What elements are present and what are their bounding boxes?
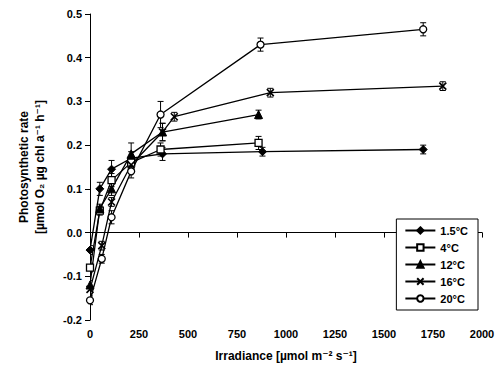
svg-text:500: 500	[179, 328, 197, 340]
svg-text:[µmol O₂ µg chl a⁻¹ h⁻¹]: [µmol O₂ µg chl a⁻¹ h⁻¹]	[33, 100, 47, 234]
svg-text:-0.1: -0.1	[63, 270, 82, 282]
svg-text:2000: 2000	[470, 328, 494, 340]
svg-text:4°C: 4°C	[440, 242, 459, 254]
svg-text:1.5°C: 1.5°C	[440, 225, 468, 237]
svg-text:Irradiance [µmol m⁻² s⁻¹]: Irradiance [µmol m⁻² s⁻¹]	[215, 349, 357, 363]
svg-text:16°C: 16°C	[440, 276, 465, 288]
svg-text:0: 0	[87, 328, 93, 340]
svg-text:0.5: 0.5	[67, 8, 82, 20]
svg-text:-0.2: -0.2	[63, 314, 82, 326]
svg-text:0.1: 0.1	[67, 183, 82, 195]
svg-text:750: 750	[228, 328, 246, 340]
svg-text:0.0: 0.0	[67, 227, 82, 239]
svg-text:0.3: 0.3	[67, 95, 82, 107]
svg-text:1000: 1000	[274, 328, 298, 340]
svg-text:1500: 1500	[372, 328, 396, 340]
svg-text:0.2: 0.2	[67, 139, 82, 151]
svg-text:20°C: 20°C	[440, 293, 465, 305]
svg-text:Photosynthetic rate: Photosynthetic rate	[17, 111, 31, 223]
svg-text:250: 250	[130, 328, 148, 340]
svg-text:12°C: 12°C	[440, 259, 465, 271]
svg-text:0.4: 0.4	[67, 52, 83, 64]
svg-text:1750: 1750	[421, 328, 445, 340]
svg-text:1250: 1250	[323, 328, 347, 340]
